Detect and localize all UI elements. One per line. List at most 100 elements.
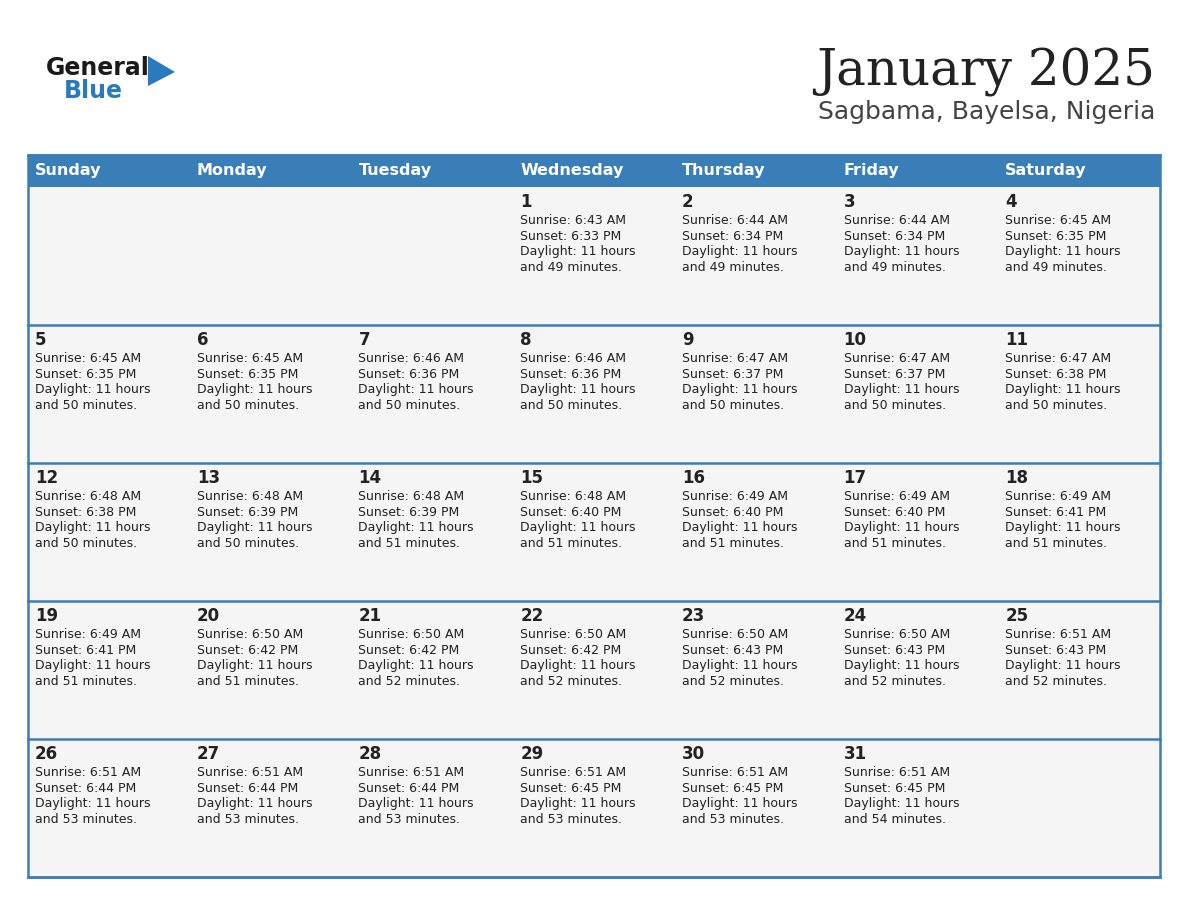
Text: Sunset: 6:39 PM: Sunset: 6:39 PM [359, 506, 460, 519]
Text: Daylight: 11 hours: Daylight: 11 hours [34, 659, 151, 673]
Text: 20: 20 [197, 607, 220, 625]
Text: Daylight: 11 hours: Daylight: 11 hours [682, 245, 797, 259]
Bar [513, 187, 675, 325]
Text: Sunset: 6:43 PM: Sunset: 6:43 PM [1005, 644, 1106, 657]
Text: 2: 2 [682, 193, 694, 211]
Text: Daylight: 11 hours: Daylight: 11 hours [682, 521, 797, 534]
Bar [836, 155, 998, 187]
Text: Sunrise: 6:49 AM: Sunrise: 6:49 AM [34, 629, 141, 642]
Text: Sunrise: 6:49 AM: Sunrise: 6:49 AM [682, 490, 788, 503]
Text: Sunrise: 6:51 AM: Sunrise: 6:51 AM [1005, 629, 1112, 642]
Text: and 52 minutes.: and 52 minutes. [359, 675, 461, 688]
Text: and 50 minutes.: and 50 minutes. [520, 399, 623, 412]
Text: 3: 3 [843, 193, 855, 211]
Text: Sunset: 6:33 PM: Sunset: 6:33 PM [520, 230, 621, 243]
Text: Sunrise: 6:44 AM: Sunrise: 6:44 AM [843, 215, 949, 228]
Bar [836, 325, 998, 463]
Text: Daylight: 11 hours: Daylight: 11 hours [34, 798, 151, 811]
Text: Sunset: 6:37 PM: Sunset: 6:37 PM [682, 368, 783, 381]
Text: Daylight: 11 hours: Daylight: 11 hours [359, 384, 474, 397]
Text: Daylight: 11 hours: Daylight: 11 hours [197, 659, 312, 673]
Text: Daylight: 11 hours: Daylight: 11 hours [1005, 659, 1120, 673]
Text: and 54 minutes.: and 54 minutes. [843, 813, 946, 826]
Text: and 53 minutes.: and 53 minutes. [359, 813, 461, 826]
Text: Sunrise: 6:44 AM: Sunrise: 6:44 AM [682, 215, 788, 228]
Text: and 51 minutes.: and 51 minutes. [34, 675, 137, 688]
Text: 6: 6 [197, 331, 208, 349]
Text: and 50 minutes.: and 50 minutes. [843, 399, 946, 412]
Text: Sunrise: 6:45 AM: Sunrise: 6:45 AM [1005, 215, 1112, 228]
Bar [190, 463, 352, 601]
Text: Sunrise: 6:43 AM: Sunrise: 6:43 AM [520, 215, 626, 228]
Bar [190, 739, 352, 877]
Text: Sunset: 6:45 PM: Sunset: 6:45 PM [682, 782, 783, 795]
Bar [513, 325, 675, 463]
Text: Sunrise: 6:50 AM: Sunrise: 6:50 AM [197, 629, 303, 642]
Text: Daylight: 11 hours: Daylight: 11 hours [682, 384, 797, 397]
Bar [29, 601, 190, 739]
Text: and 52 minutes.: and 52 minutes. [682, 675, 784, 688]
Text: Sunset: 6:44 PM: Sunset: 6:44 PM [197, 782, 298, 795]
Text: Sunset: 6:42 PM: Sunset: 6:42 PM [197, 644, 298, 657]
Text: 10: 10 [843, 331, 866, 349]
Text: 13: 13 [197, 469, 220, 487]
Text: Daylight: 11 hours: Daylight: 11 hours [197, 384, 312, 397]
Bar [190, 155, 352, 187]
Text: Monday: Monday [197, 163, 267, 178]
Text: 17: 17 [843, 469, 867, 487]
Bar [675, 463, 836, 601]
Bar [675, 155, 836, 187]
Text: 4: 4 [1005, 193, 1017, 211]
Bar [29, 739, 190, 877]
Text: and 52 minutes.: and 52 minutes. [1005, 675, 1107, 688]
Bar [836, 601, 998, 739]
Text: and 51 minutes.: and 51 minutes. [843, 537, 946, 550]
Text: 14: 14 [359, 469, 381, 487]
Text: 9: 9 [682, 331, 694, 349]
Text: Sunset: 6:35 PM: Sunset: 6:35 PM [1005, 230, 1107, 243]
Text: Sunrise: 6:47 AM: Sunrise: 6:47 AM [843, 353, 949, 365]
Text: Sunrise: 6:50 AM: Sunrise: 6:50 AM [359, 629, 465, 642]
Text: Sunrise: 6:51 AM: Sunrise: 6:51 AM [682, 767, 788, 779]
Text: and 50 minutes.: and 50 minutes. [197, 399, 299, 412]
Text: and 50 minutes.: and 50 minutes. [359, 399, 461, 412]
Text: Sunrise: 6:48 AM: Sunrise: 6:48 AM [520, 490, 626, 503]
Text: 25: 25 [1005, 607, 1029, 625]
Bar [998, 601, 1159, 739]
Text: 22: 22 [520, 607, 543, 625]
Bar [998, 325, 1159, 463]
Bar [836, 463, 998, 601]
Text: Daylight: 11 hours: Daylight: 11 hours [197, 521, 312, 534]
Text: Daylight: 11 hours: Daylight: 11 hours [520, 521, 636, 534]
Text: Sunset: 6:40 PM: Sunset: 6:40 PM [682, 506, 783, 519]
Bar [836, 739, 998, 877]
Text: Sunset: 6:35 PM: Sunset: 6:35 PM [34, 368, 137, 381]
Text: and 51 minutes.: and 51 minutes. [682, 537, 784, 550]
Text: 31: 31 [843, 745, 867, 763]
Text: and 49 minutes.: and 49 minutes. [1005, 261, 1107, 274]
Text: Sunset: 6:37 PM: Sunset: 6:37 PM [843, 368, 944, 381]
Text: General: General [46, 56, 150, 80]
Bar [998, 739, 1159, 877]
Text: and 51 minutes.: and 51 minutes. [359, 537, 461, 550]
Text: and 51 minutes.: and 51 minutes. [520, 537, 623, 550]
Text: Sunrise: 6:48 AM: Sunrise: 6:48 AM [359, 490, 465, 503]
Text: Sunrise: 6:47 AM: Sunrise: 6:47 AM [682, 353, 788, 365]
Text: Sunset: 6:45 PM: Sunset: 6:45 PM [843, 782, 944, 795]
Text: January 2025: January 2025 [816, 47, 1155, 96]
Text: Daylight: 11 hours: Daylight: 11 hours [843, 245, 959, 259]
Text: and 50 minutes.: and 50 minutes. [1005, 399, 1107, 412]
Text: and 50 minutes.: and 50 minutes. [34, 399, 137, 412]
Text: Sunrise: 6:49 AM: Sunrise: 6:49 AM [843, 490, 949, 503]
Text: 24: 24 [843, 607, 867, 625]
Text: Daylight: 11 hours: Daylight: 11 hours [843, 384, 959, 397]
Text: Sunrise: 6:50 AM: Sunrise: 6:50 AM [843, 629, 950, 642]
Bar [513, 739, 675, 877]
Text: Daylight: 11 hours: Daylight: 11 hours [843, 521, 959, 534]
Text: and 50 minutes.: and 50 minutes. [34, 537, 137, 550]
Bar [998, 155, 1159, 187]
Text: and 49 minutes.: and 49 minutes. [682, 261, 784, 274]
Text: and 52 minutes.: and 52 minutes. [520, 675, 623, 688]
Text: Tuesday: Tuesday [359, 163, 431, 178]
Text: Daylight: 11 hours: Daylight: 11 hours [520, 798, 636, 811]
